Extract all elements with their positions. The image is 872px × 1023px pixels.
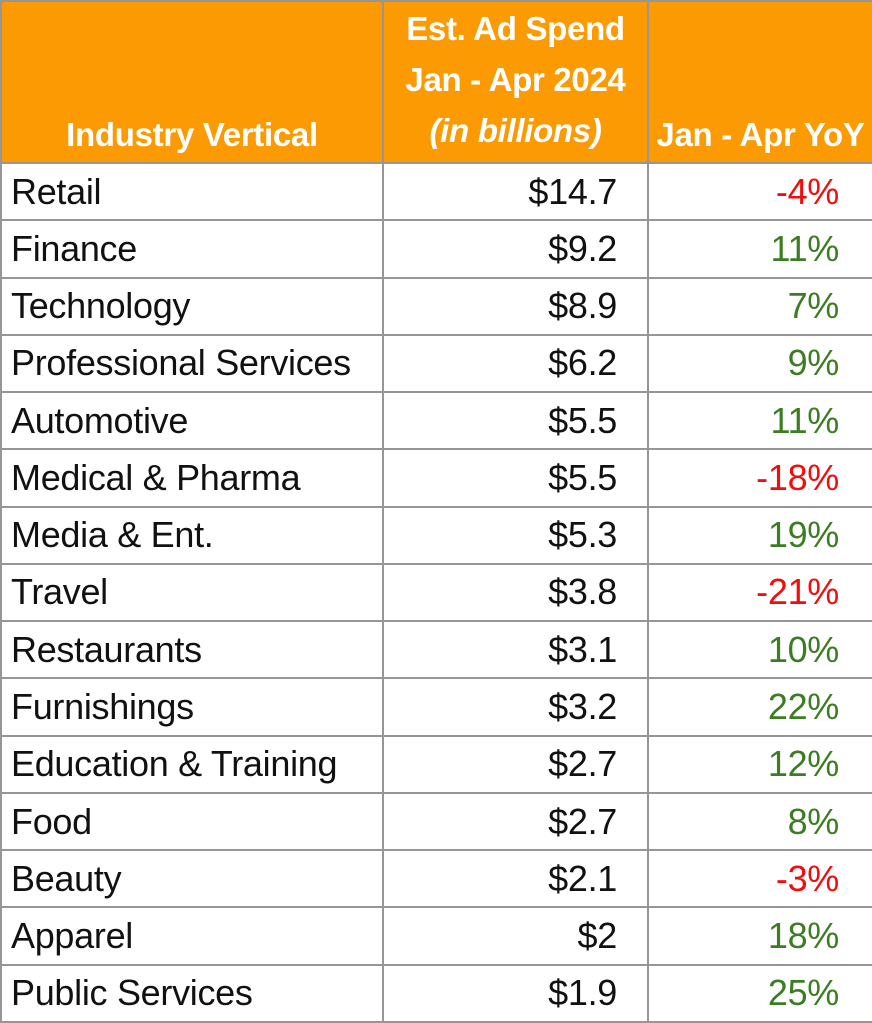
industry-cell: Technology: [0, 276, 384, 336]
industry-header-label: Industry Vertical: [66, 116, 318, 153]
spend-value-cell: $8.9: [382, 276, 649, 336]
yoy-value-cell: 22%: [647, 677, 872, 737]
industry-cell: Media & Ent.: [0, 505, 384, 565]
spend-value-cell: $1.9: [382, 963, 649, 1023]
table-row: Medical & Pharma $5.5 -18%: [0, 448, 872, 508]
spend-value-cell: $2.1: [382, 849, 649, 909]
yoy-value-cell: -3%: [647, 849, 872, 909]
yoy-value-cell: 11%: [647, 391, 872, 451]
table-row: Furnishings $3.2 22%: [0, 677, 872, 737]
spend-value-cell: $2: [382, 906, 649, 966]
yoy-value-cell: 18%: [647, 906, 872, 966]
spend-value-cell: $5.5: [382, 391, 649, 451]
industry-cell: Food: [0, 791, 384, 852]
yoy-value-cell: 19%: [647, 505, 872, 565]
spend-value-cell: $3.2: [382, 677, 649, 737]
table-row: Food $2.7 8%: [0, 791, 872, 852]
table-header: Industry Vertical Est. Ad Spend Jan - Ap…: [0, 0, 872, 164]
yoy-value-cell: 8%: [647, 791, 872, 852]
industry-cell: Retail: [0, 161, 384, 222]
industry-cell: Apparel: [0, 906, 384, 966]
spend-value-cell: $2.7: [382, 791, 649, 852]
ad-spend-header-line1: Est. Ad Spend: [406, 10, 625, 47]
industry-cell: Travel: [0, 562, 384, 623]
industry-cell: Furnishings: [0, 677, 384, 737]
table-row: Professional Services $6.2 9%: [0, 333, 872, 394]
ad-spend-header-line3: (in billions): [429, 112, 602, 149]
yoy-value-cell: -4%: [647, 161, 872, 222]
spend-value-cell: $9.2: [382, 219, 649, 279]
industry-cell: Finance: [0, 219, 384, 279]
yoy-value-cell: 25%: [647, 963, 872, 1023]
spend-value-cell: $6.2: [382, 333, 649, 394]
yoy-value-cell: -21%: [647, 562, 872, 623]
column-header-ad-spend: Est. Ad Spend Jan - Apr 2024 (in billion…: [382, 0, 649, 164]
yoy-value-cell: 10%: [647, 620, 872, 680]
industry-cell: Medical & Pharma: [0, 448, 384, 508]
industry-cell: Beauty: [0, 849, 384, 909]
table-row: Public Services $1.9 25%: [0, 963, 872, 1023]
table-row: Education & Training $2.7 12%: [0, 734, 872, 794]
table-row: Technology $8.9 7%: [0, 276, 872, 336]
spend-value-cell: $5.3: [382, 505, 649, 565]
column-header-industry-vertical: Industry Vertical: [0, 0, 384, 164]
spend-value-cell: $14.7: [382, 161, 649, 222]
yoy-header-label: Jan - Apr YoY: [656, 116, 865, 153]
industry-cell: Education & Training: [0, 734, 384, 794]
table-row: Media & Ent. $5.3 19%: [0, 505, 872, 565]
table-row: Retail $14.7 -4%: [0, 161, 872, 222]
yoy-value-cell: 11%: [647, 219, 872, 279]
industry-cell: Professional Services: [0, 333, 384, 394]
spend-value-cell: $2.7: [382, 734, 649, 794]
spend-value-cell: $3.8: [382, 562, 649, 623]
yoy-value-cell: 9%: [647, 333, 872, 394]
header-row: Industry Vertical Est. Ad Spend Jan - Ap…: [0, 0, 872, 164]
table-row: Apparel $2 18%: [0, 906, 872, 966]
ad-spend-header-line2: Jan - Apr 2024: [405, 61, 626, 98]
table-row: Finance $9.2 11%: [0, 219, 872, 279]
yoy-value-cell: 7%: [647, 276, 872, 336]
yoy-value-cell: 12%: [647, 734, 872, 794]
yoy-value-cell: -18%: [647, 448, 872, 508]
table-row: Restaurants $3.1 10%: [0, 620, 872, 680]
column-header-yoy: Jan - Apr YoY: [647, 0, 872, 164]
table-body: Retail $14.7 -4% Finance $9.2 11% Techno…: [0, 161, 872, 1023]
industry-cell: Restaurants: [0, 620, 384, 680]
spend-value-cell: $5.5: [382, 448, 649, 508]
spend-value-cell: $3.1: [382, 620, 649, 680]
industry-cell: Public Services: [0, 963, 384, 1023]
table-row: Automotive $5.5 11%: [0, 391, 872, 451]
industry-cell: Automotive: [0, 391, 384, 451]
table-row: Travel $3.8 -21%: [0, 562, 872, 623]
table-row: Beauty $2.1 -3%: [0, 849, 872, 909]
